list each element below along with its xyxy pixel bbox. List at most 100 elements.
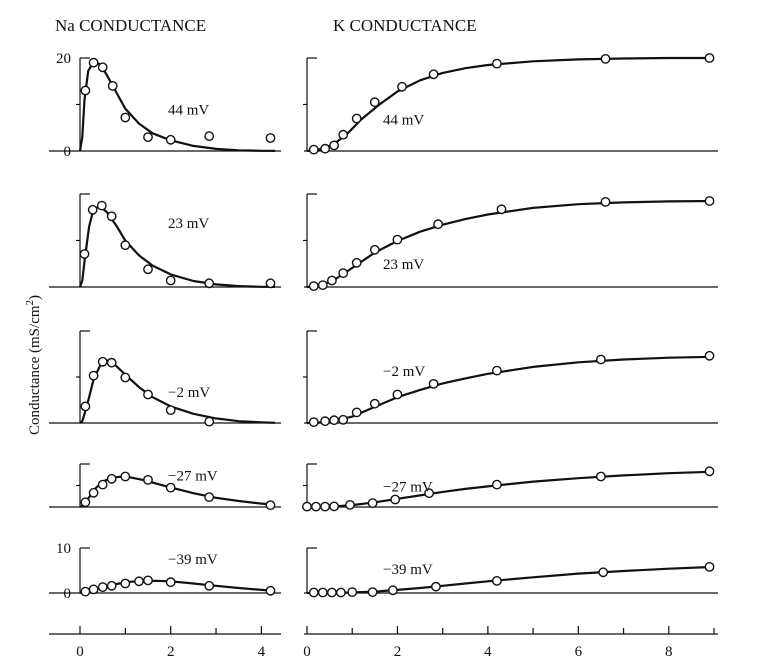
na-data-point [106,473,117,484]
k-data-point [317,587,328,598]
na-x-tick-label: 4 [258,644,266,660]
panel-3: −2 mV −2 mV [49,330,718,427]
na-y-tick-label-top: 20 [56,51,71,67]
k-fit-curve [306,56,714,153]
k-data-point [496,204,507,215]
na-y-tick-label-zero: 0 [64,144,72,160]
k-data-point [704,562,715,572]
na-voltage-label: −2 mV [168,385,210,401]
y-axis-label: Conductance (mS/cm2) [24,295,43,435]
k-data-point [367,498,378,508]
na-data-point [120,372,131,383]
na-data-point [143,132,153,143]
k-conductance-title: K CONDUCTANCE [333,16,477,35]
k-voltage-label: 44 mV [383,113,424,129]
na-data-point [80,85,91,96]
k-x-axis: 0 2 4 6 8 [303,626,718,660]
na-data-point [265,500,276,510]
na-data-point [143,389,153,400]
na-conductance-title: Na CONDUCTANCE [55,16,206,35]
na-fit-curve [79,359,276,424]
k-data-point [491,576,502,586]
k-data-point [338,414,349,425]
k-data-point [308,281,319,291]
na-data-point [165,275,176,286]
k-data-point [369,398,380,409]
na-voltage-label: 23 mV [168,216,209,232]
k-data-point [491,365,502,376]
panel-5: 10 0 −39 mV −39 mV [49,541,718,602]
na-data-point [79,249,90,259]
y-axis-label-main: Conductance (mS/cm [27,305,43,435]
k-data-point [351,407,362,418]
na-data-point [97,479,108,490]
na-data-point [204,492,215,502]
na-data-point [87,204,98,215]
na-data-point [120,112,131,123]
k-data-point [392,234,403,245]
panel-2: 23 mV 23 mV [49,193,718,291]
na-data-point [80,497,91,508]
na-data-point [143,264,153,275]
k-x-tick-label: 2 [394,644,402,660]
k-x-tick-label: 6 [575,644,583,660]
y-axis-label-close: ) [27,295,43,300]
na-data-point [106,211,117,222]
k-data-point [600,196,611,207]
na-data-point [134,576,144,587]
k-data-point [596,471,606,482]
na-data-point [120,578,131,589]
k-data-point [704,196,715,206]
k-data-point [308,587,319,598]
k-data-point [424,488,434,499]
na-data-point [88,584,99,595]
k-fit-curve [306,470,715,509]
na-data-point [165,482,176,493]
na-data-point [97,62,108,73]
k-data-point [335,587,346,598]
na-data-point [80,586,91,597]
k-data-point [367,587,378,597]
k-fit-curve [306,355,715,425]
panel-4: −27 mV −27 mV [49,463,718,512]
na-voltage-label: 44 mV [168,102,209,118]
k-data-point [351,257,362,268]
na-data-point [165,134,176,145]
na-data-point [265,278,276,289]
k-data-point [428,378,439,389]
k-data-point [320,416,330,427]
na-data-point [88,370,99,381]
k-voltage-label: −39 mV [383,562,433,578]
na-data-point [265,133,276,143]
na-data-point [204,278,215,289]
k-data-point [596,354,606,365]
k-data-point [704,466,715,477]
na-data-point [204,416,215,427]
na-data-point [88,57,99,68]
na-data-point [120,240,131,251]
k-data-point [320,143,330,154]
na-x-tick-label: 2 [167,644,175,660]
k-x-tick-label: 0 [303,644,311,660]
k-data-point [329,501,339,512]
k-data-point [600,54,611,64]
k-voltage-label: −2 mV [383,364,425,380]
k-data-point [326,587,337,598]
k-data-point [317,280,328,290]
k-data-point [351,113,362,124]
k-data-point [491,479,502,490]
na-data-point [96,200,107,211]
na-data-point [120,471,131,482]
na-data-point [165,405,176,415]
k-data-point [308,144,319,155]
na-y-tick-label-zero: 0 [64,586,72,602]
na-data-point [204,131,215,142]
k-data-point [704,53,715,63]
k-data-point [338,129,349,140]
k-data-point [347,587,358,597]
k-data-point [430,581,441,592]
k-data-point [428,69,439,80]
k-data-point [491,58,502,69]
